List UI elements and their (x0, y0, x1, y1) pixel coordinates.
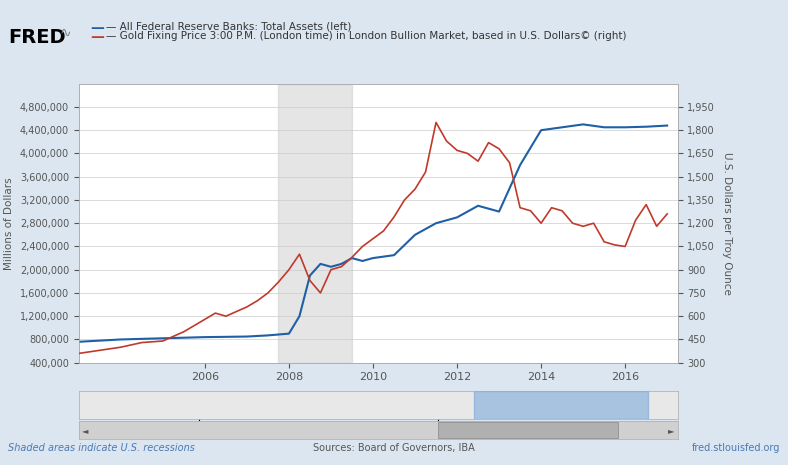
Y-axis label: Millions of Dollars: Millions of Dollars (4, 177, 14, 270)
Bar (278, 84, 352, 363)
Bar (438, 422, 618, 438)
Text: Sources: Board of Governors, IBA: Sources: Board of Governors, IBA (313, 443, 475, 453)
Text: ►: ► (668, 425, 675, 435)
Text: —: — (91, 30, 105, 44)
Text: fred.stlouisfed.org: fred.stlouisfed.org (692, 443, 780, 453)
Text: ∿: ∿ (59, 26, 71, 40)
Text: — All Federal Reserve Banks: Total Assets (left): — All Federal Reserve Banks: Total Asset… (106, 22, 351, 32)
Text: Shaded areas indicate U.S. recessions: Shaded areas indicate U.S. recessions (8, 443, 195, 453)
Text: — Gold Fixing Price 3:00 P.M. (London time) in London Bullion Market, based in U: — Gold Fixing Price 3:00 P.M. (London ti… (106, 31, 627, 41)
Text: —: — (91, 21, 105, 35)
Bar (474, 391, 648, 418)
Text: ◄: ◄ (82, 425, 88, 435)
Y-axis label: U.S. Dollars per Troy Ounce: U.S. Dollars per Troy Ounce (722, 152, 732, 295)
Text: FRED: FRED (8, 28, 65, 47)
